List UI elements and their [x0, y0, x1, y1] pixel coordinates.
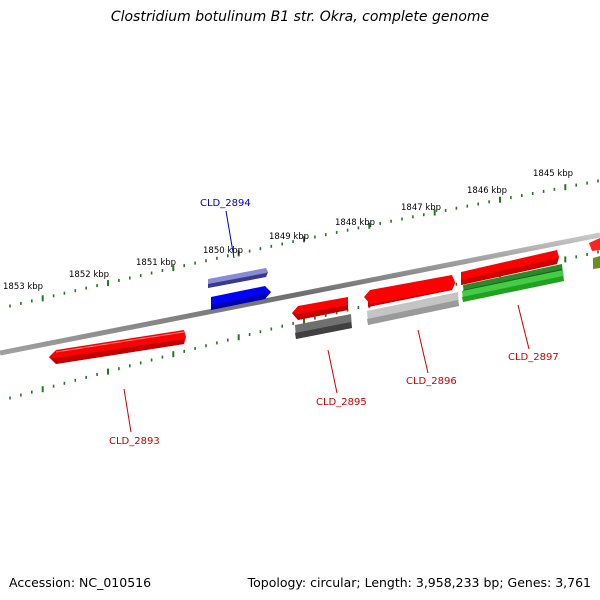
tick-label-1845: 1845 kbp: [533, 169, 573, 179]
map-title: Clostridium botulinum B1 str. Okra, comp…: [110, 9, 490, 25]
gene-cld-2895-gray[interactable]: [295, 314, 352, 339]
gene-labels: CLD_2893 CLD_2894 CLD_2895 CLD_2896 CLD_…: [109, 198, 559, 447]
leader-cld-2895: [327, 349, 338, 394]
gene-label-cld-2894: CLD_2894: [200, 198, 251, 209]
tick-labels: 1853 kbp 1852 kbp 1851 kbp 1850 kbp 1849…: [3, 169, 573, 292]
accession-text: Accession: NC_010516: [9, 575, 152, 590]
genome-backbone: [0, 232, 600, 356]
leader-cld-2894: [225, 210, 235, 259]
gene-label-cld-2895: CLD_2895: [316, 397, 367, 408]
gene-red-upper-1846[interactable]: [461, 250, 559, 285]
gene-cld-2894-lavender[interactable]: [208, 268, 268, 288]
gene-label-cld-2897: CLD_2897: [508, 352, 559, 363]
gene-olive-edge[interactable]: [593, 256, 600, 269]
tick-label-1848: 1848 kbp: [335, 218, 375, 228]
tick-label-1849: 1849 kbp: [269, 232, 309, 242]
gene-cld-2893[interactable]: [49, 330, 186, 364]
tick-label-1847: 1847 kbp: [401, 203, 441, 213]
gene-red-edge[interactable]: [589, 238, 600, 251]
leader-cld-2897: [517, 304, 530, 350]
tick-label-1851: 1851 kbp: [136, 258, 176, 268]
gene-cld-2896-gray[interactable]: [367, 292, 459, 325]
tick-label-1850: 1850 kbp: [203, 246, 243, 256]
gene-cld-2895-red[interactable]: [292, 297, 348, 320]
leader-cld-2896: [417, 329, 429, 374]
leader-cld-2893: [123, 388, 132, 433]
gene-label-cld-2893: CLD_2893: [109, 436, 160, 447]
gene-cld-2896-red[interactable]: [364, 275, 455, 304]
topology-summary: Topology: circular; Length: 3,958,233 bp…: [247, 575, 591, 590]
tick-label-1852: 1852 kbp: [69, 270, 109, 280]
tick-label-1853: 1853 kbp: [3, 282, 43, 292]
gene-label-cld-2896: CLD_2896: [406, 376, 457, 387]
tick-label-1846: 1846 kbp: [467, 186, 507, 196]
gene-cld-2894-blue[interactable]: [211, 286, 271, 310]
outer-tick-ring: [9, 179, 599, 308]
gene-cld-2897-light-green[interactable]: [462, 270, 564, 302]
